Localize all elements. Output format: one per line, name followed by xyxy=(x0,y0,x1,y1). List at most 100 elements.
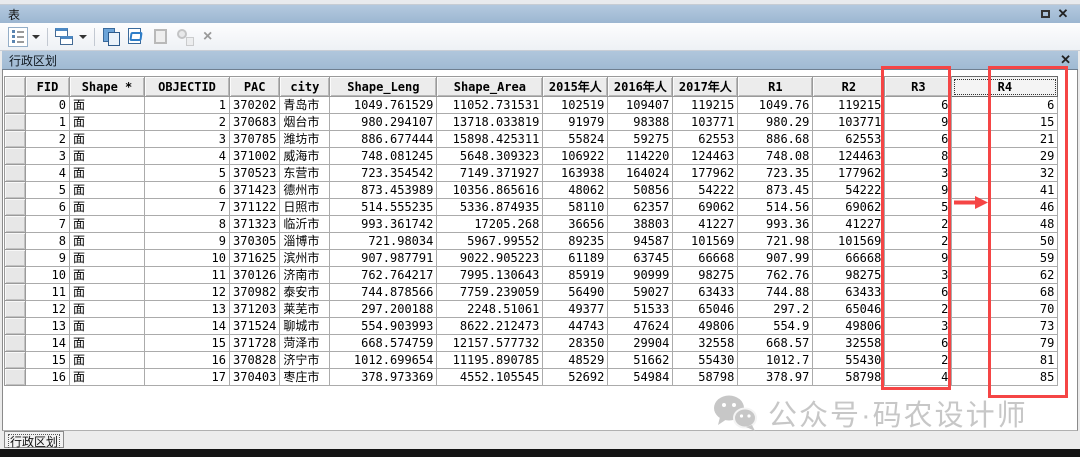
cell-fid[interactable]: 4 xyxy=(25,164,70,182)
cell-objectid[interactable]: 2 xyxy=(144,113,230,131)
cell-fid[interactable]: 10 xyxy=(25,266,70,284)
cell-y2016[interactable]: 63745 xyxy=(607,249,674,267)
row-selector[interactable] xyxy=(4,164,26,182)
cell-y2015[interactable]: 91979 xyxy=(542,113,609,131)
cell-r4[interactable]: 32 xyxy=(951,164,1059,182)
cell-r4[interactable]: 48 xyxy=(951,215,1059,233)
cell-shape_leng[interactable]: 980.294107 xyxy=(329,113,438,131)
cell-r1[interactable]: 1012.7 xyxy=(737,351,814,369)
cell-r2[interactable]: 55430 xyxy=(812,351,886,369)
cell-y2016[interactable]: 47624 xyxy=(607,317,674,335)
related-tables-button[interactable] xyxy=(54,26,88,48)
cell-objectid[interactable]: 16 xyxy=(144,351,230,369)
cell-r1[interactable]: 723.35 xyxy=(737,164,814,182)
cell-pac[interactable]: 371423 xyxy=(228,181,281,199)
clear-selection-button[interactable] xyxy=(149,26,172,47)
cell-fid[interactable]: 9 xyxy=(25,249,70,267)
cell-y2016[interactable]: 54984 xyxy=(607,368,674,386)
cell-shape_leng[interactable]: 744.878566 xyxy=(329,283,438,301)
cell-objectid[interactable]: 11 xyxy=(144,266,230,284)
cell-r2[interactable]: 41227 xyxy=(812,215,886,233)
cell-shape_area[interactable]: 12157.577732 xyxy=(436,334,544,352)
cell-r2[interactable]: 119215 xyxy=(812,96,886,114)
cell-r1[interactable]: 297.2 xyxy=(737,300,814,318)
delete-selected-button[interactable]: × xyxy=(198,27,217,47)
cell-r3[interactable]: 3 xyxy=(884,266,953,284)
cell-city[interactable]: 滨州市 xyxy=(279,249,331,267)
cell-fid[interactable]: 2 xyxy=(25,130,70,148)
row-selector[interactable] xyxy=(4,351,26,369)
cell-fid[interactable]: 13 xyxy=(25,317,70,335)
cell-r3[interactable]: 2 xyxy=(884,215,953,233)
cell-shape[interactable]: 面 xyxy=(69,300,145,318)
cell-pac[interactable]: 370126 xyxy=(228,266,281,284)
column-header-shape_leng[interactable]: Shape_Leng xyxy=(329,76,438,97)
cell-shape_area[interactable]: 2248.51061 xyxy=(436,300,544,318)
cell-r4[interactable]: 46 xyxy=(951,198,1059,216)
cell-pac[interactable]: 371524 xyxy=(228,317,281,335)
cell-shape[interactable]: 面 xyxy=(69,351,145,369)
cell-city[interactable]: 潍坊市 xyxy=(279,130,331,148)
row-selector[interactable] xyxy=(4,147,26,165)
zoom-to-selected-button[interactable] xyxy=(174,26,196,48)
cell-y2016[interactable]: 29904 xyxy=(607,334,674,352)
cell-fid[interactable]: 0 xyxy=(25,96,70,114)
cell-y2017[interactable]: 65046 xyxy=(672,300,739,318)
cell-y2017[interactable]: 103771 xyxy=(672,113,739,131)
cell-r4[interactable]: 50 xyxy=(951,232,1059,250)
cell-y2015[interactable]: 28350 xyxy=(542,334,609,352)
cell-r2[interactable]: 103771 xyxy=(812,113,886,131)
cell-shape_leng[interactable]: 762.764217 xyxy=(329,266,438,284)
cell-y2017[interactable]: 124463 xyxy=(672,147,739,165)
cell-r4[interactable]: 85 xyxy=(951,368,1059,386)
cell-fid[interactable]: 15 xyxy=(25,351,70,369)
cell-fid[interactable]: 6 xyxy=(25,198,70,216)
cell-r4[interactable]: 29 xyxy=(951,147,1059,165)
cell-city[interactable]: 济南市 xyxy=(279,266,331,284)
cell-objectid[interactable]: 4 xyxy=(144,147,230,165)
cell-objectid[interactable]: 9 xyxy=(144,232,230,250)
cell-objectid[interactable]: 12 xyxy=(144,283,230,301)
row-selector[interactable] xyxy=(4,249,26,267)
cell-shape_area[interactable]: 5336.874935 xyxy=(436,198,544,216)
column-header-city[interactable]: city xyxy=(279,76,331,97)
cell-shape[interactable]: 面 xyxy=(69,266,145,284)
cell-y2015[interactable]: 36656 xyxy=(542,215,609,233)
cell-r2[interactable]: 62553 xyxy=(812,130,886,148)
cell-r4[interactable]: 41 xyxy=(951,181,1059,199)
cell-city[interactable]: 聊城市 xyxy=(279,317,331,335)
cell-r1[interactable]: 907.99 xyxy=(737,249,814,267)
cell-y2017[interactable]: 101569 xyxy=(672,232,739,250)
cell-r3[interactable]: 9 xyxy=(884,113,953,131)
cell-pac[interactable]: 371203 xyxy=(228,300,281,318)
column-header-shape_area[interactable]: Shape_Area xyxy=(436,76,544,97)
cell-y2016[interactable]: 51533 xyxy=(607,300,674,318)
cell-shape_area[interactable]: 15898.425311 xyxy=(436,130,544,148)
cell-pac[interactable]: 370403 xyxy=(228,368,281,386)
row-selector[interactable] xyxy=(4,181,26,199)
cell-pac[interactable]: 371323 xyxy=(228,215,281,233)
row-selector[interactable] xyxy=(4,96,26,114)
cell-shape_area[interactable]: 9022.905223 xyxy=(436,249,544,267)
cell-r1[interactable]: 762.76 xyxy=(737,266,814,284)
cell-objectid[interactable]: 14 xyxy=(144,317,230,335)
cell-shape[interactable]: 面 xyxy=(69,249,145,267)
row-selector[interactable] xyxy=(4,198,26,216)
cell-y2017[interactable]: 49806 xyxy=(672,317,739,335)
cell-r4[interactable]: 68 xyxy=(951,283,1059,301)
row-selector[interactable] xyxy=(4,300,26,318)
cell-pac[interactable]: 371002 xyxy=(228,147,281,165)
row-selector[interactable] xyxy=(4,368,26,386)
cell-city[interactable]: 日照市 xyxy=(279,198,331,216)
cell-r2[interactable]: 124463 xyxy=(812,147,886,165)
cell-y2015[interactable]: 48062 xyxy=(542,181,609,199)
cell-shape_leng[interactable]: 721.98034 xyxy=(329,232,438,250)
cell-y2017[interactable]: 62553 xyxy=(672,130,739,148)
cell-pac[interactable]: 370683 xyxy=(228,113,281,131)
cell-city[interactable]: 烟台市 xyxy=(279,113,331,131)
cell-r3[interactable]: 9 xyxy=(884,181,953,199)
cell-y2016[interactable]: 51662 xyxy=(607,351,674,369)
cell-y2015[interactable]: 89235 xyxy=(542,232,609,250)
cell-fid[interactable]: 14 xyxy=(25,334,70,352)
cell-r4[interactable]: 62 xyxy=(951,266,1059,284)
